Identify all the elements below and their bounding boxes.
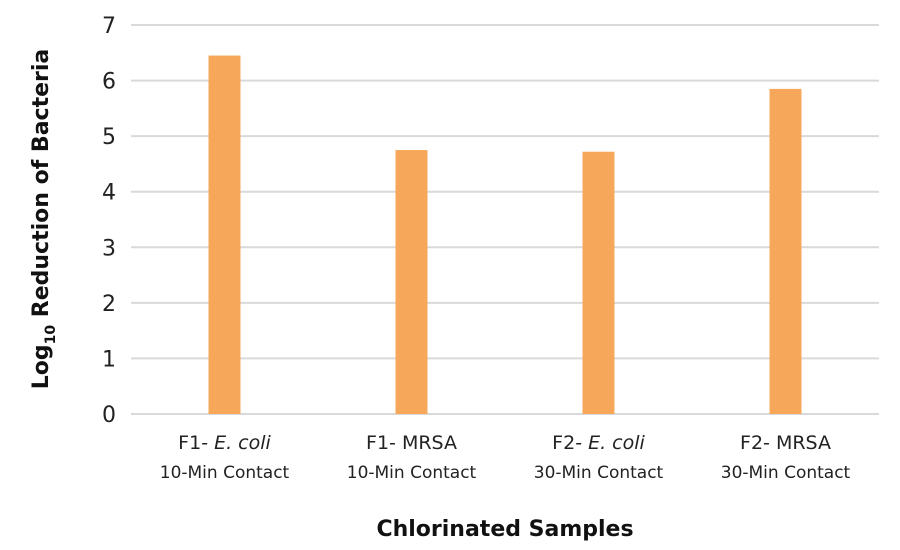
bars [208,55,802,415]
x-category-prefix: F1- [366,432,402,454]
y-axis-label-subscript: 10 [43,325,59,345]
x-category-prefix: F2- [740,432,776,454]
x-category-prefix: F1- [178,432,214,454]
x-category-organism: MRSA [402,432,457,454]
bar-4 [769,88,802,415]
x-category-organism: E. coli [588,432,645,454]
y-tick-label: 3 [102,236,116,261]
y-tick-label: 4 [102,181,116,206]
y-axis-label: Log10 Reduction of Bacteria [29,49,59,390]
y-tick-label: 5 [102,125,116,150]
y-axis-label-prefix: Log [29,344,54,389]
x-category-sublabel: 10-Min Contact [347,463,477,483]
x-category-prefix: F2- [552,432,588,454]
x-category-label: F2- E. coli [552,432,645,454]
x-category-sublabel: 10-Min Contact [160,463,290,483]
y-axis-ticks: 0 1 2 3 4 5 6 7 [102,14,116,428]
x-category-label: F2- MRSA [740,432,831,454]
bar-1 [208,55,241,415]
x-category-sublabel: 30-Min Contact [534,463,664,483]
bar-3 [582,151,615,414]
x-axis-categories: F1- E. coli 10-Min Contact F1- MRSA 10-Min … [160,432,851,483]
gridlines [131,24,879,415]
x-category-label: F1- MRSA [366,432,457,454]
y-axis-label-suffix: Reduction of Bacteria [29,49,54,325]
x-category-organism: E. coli [214,432,271,454]
y-tick-label: 2 [102,292,116,317]
x-category-label: F1- E. coli [178,432,271,454]
y-tick-label: 0 [102,403,116,428]
y-tick-label: 7 [102,14,116,39]
y-tick-label: 1 [102,347,116,372]
x-axis-label: Chlorinated Samples [376,517,633,542]
y-tick-label: 6 [102,70,116,95]
bar-2 [395,150,428,415]
x-category-organism: MRSA [776,432,831,454]
x-category-sublabel: 30-Min Contact [721,463,851,483]
